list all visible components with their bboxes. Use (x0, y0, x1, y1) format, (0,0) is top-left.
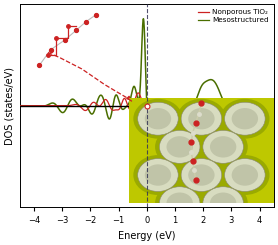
Legend: Nonporous TiO₂, Mesostructured: Nonporous TiO₂, Mesostructured (197, 8, 270, 24)
Y-axis label: DOS (states/eV): DOS (states/eV) (4, 67, 14, 145)
X-axis label: Energy (eV): Energy (eV) (118, 231, 175, 241)
